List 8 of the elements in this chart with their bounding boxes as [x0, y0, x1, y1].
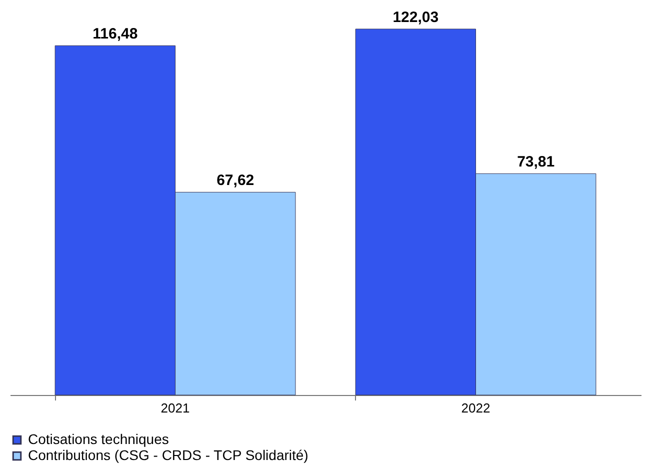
data-label: 73,81 [517, 154, 555, 171]
x-tick-label: 2022 [461, 400, 490, 416]
data-label: 116,48 [92, 26, 138, 43]
data-label: 67,62 [216, 172, 254, 190]
x-tick-label: 2021 [160, 400, 190, 416]
legend-label: Contributions (CSG - CRDS - TCP Solidarité) [28, 447, 308, 463]
data-label: 122,03 [392, 9, 439, 26]
legend-label: Cotisations techniques [28, 431, 169, 447]
